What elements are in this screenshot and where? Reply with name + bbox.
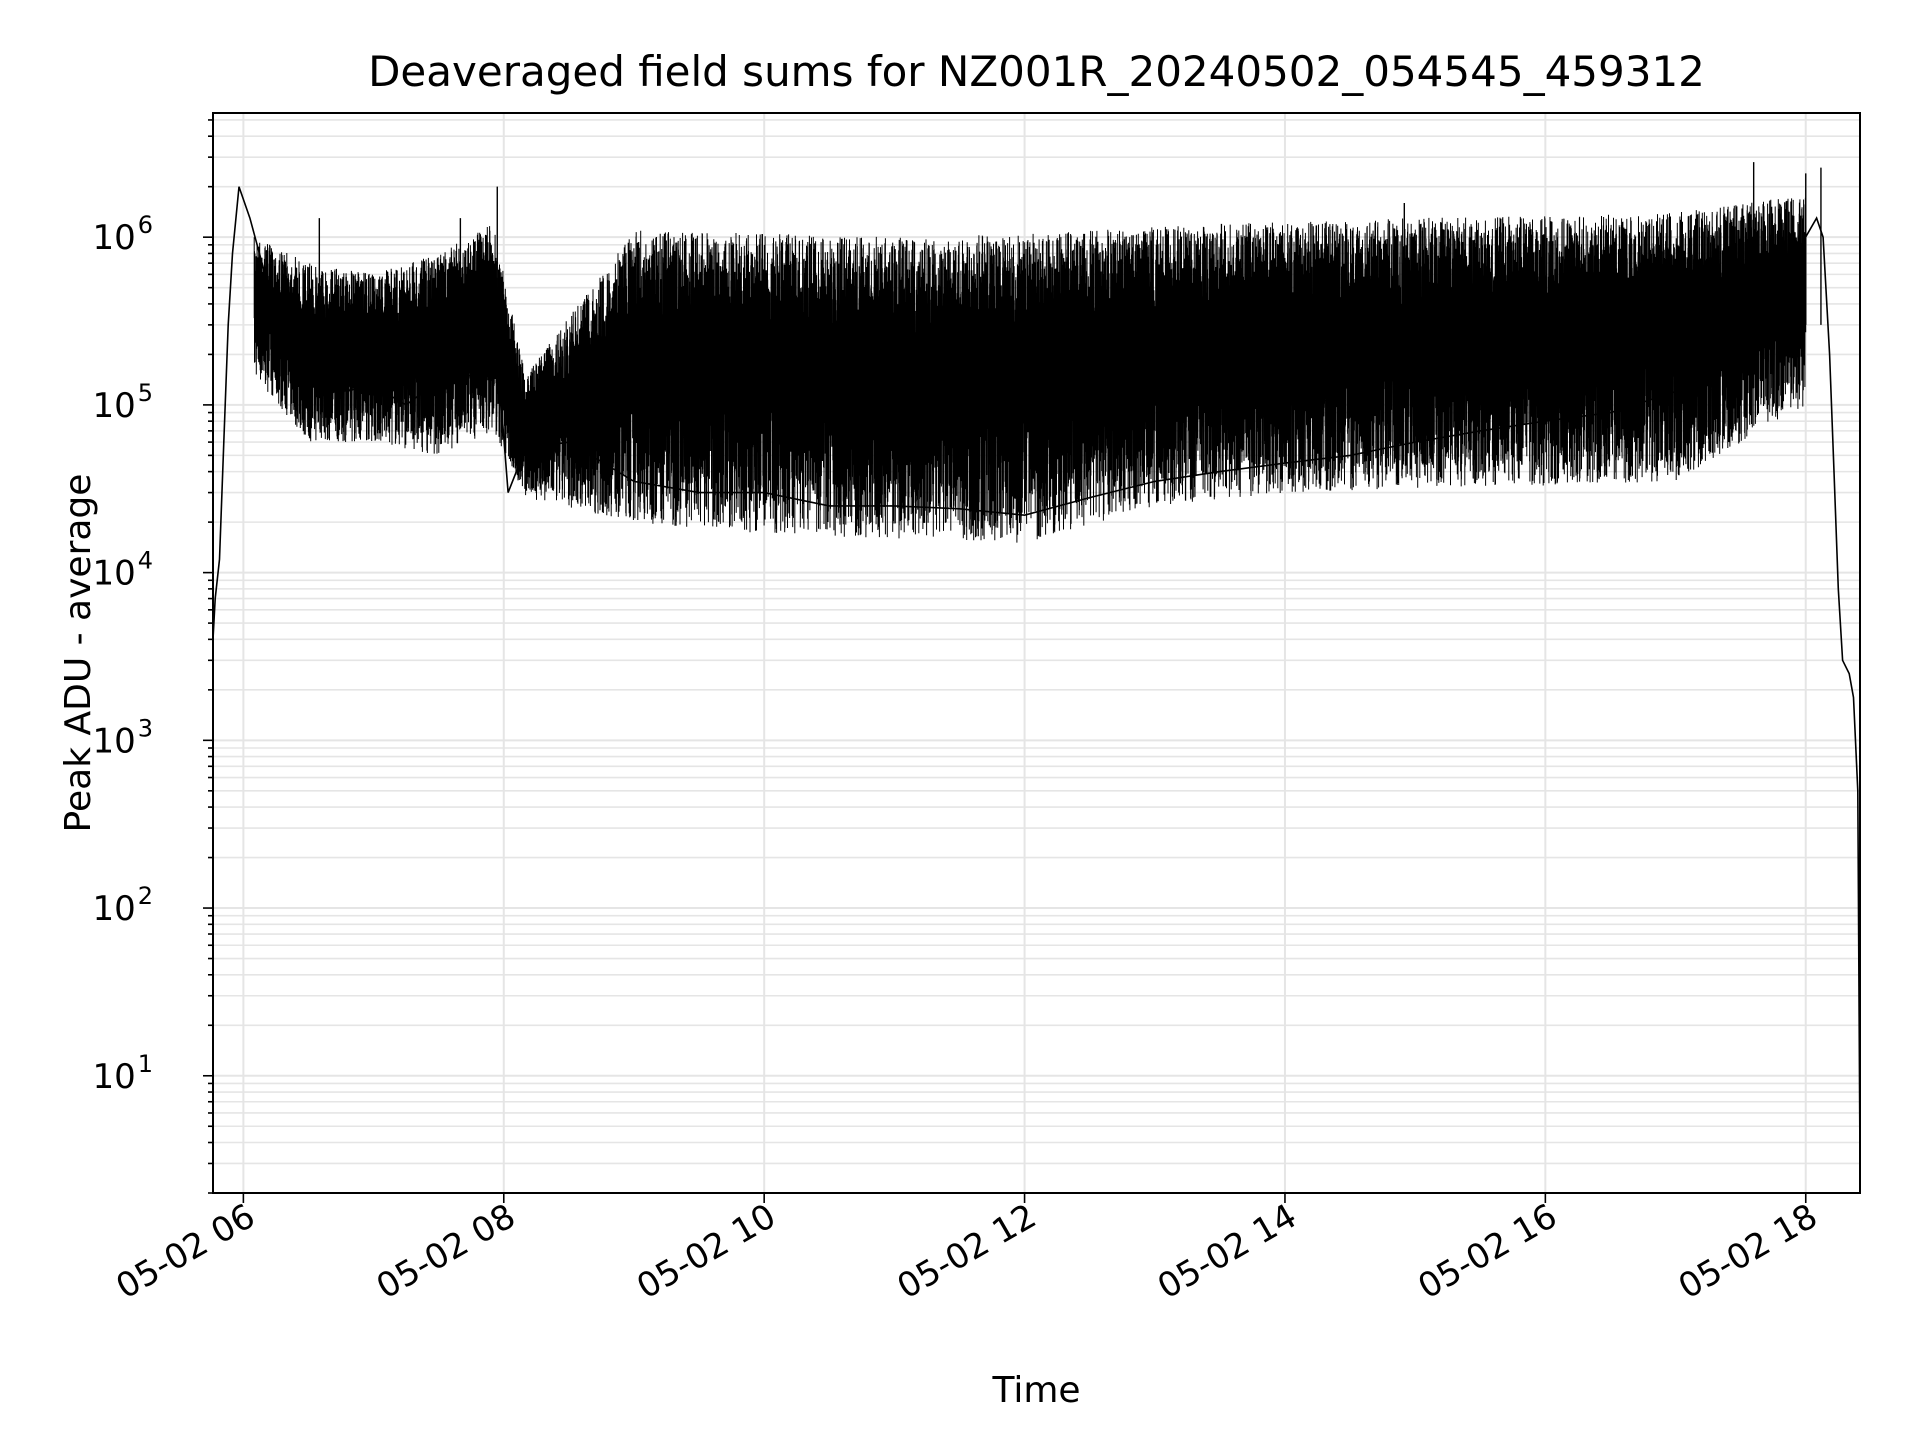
series-noise-band bbox=[253, 197, 1807, 543]
y-tick-exponent: 6 bbox=[138, 211, 153, 239]
x-axis-label: Time bbox=[991, 1370, 1080, 1411]
y-tick-exponent: 1 bbox=[138, 1050, 153, 1078]
y-tick-exponent: 4 bbox=[138, 547, 153, 575]
series-layer bbox=[212, 162, 1861, 1164]
y-tick-exponent: 3 bbox=[138, 714, 153, 742]
data-band-layer bbox=[253, 197, 1807, 543]
series-line bbox=[212, 186, 1861, 1164]
chart-title: Deaveraged field sums for NZ001R_2024050… bbox=[368, 47, 1705, 96]
plot-frame bbox=[212, 112, 1861, 1194]
y-tick-label: 103 bbox=[92, 714, 153, 761]
y-tick-exponent: 5 bbox=[138, 379, 153, 407]
y-axis-label: Peak ADU - average bbox=[58, 474, 99, 833]
y-tick-exponent: 2 bbox=[138, 882, 153, 910]
y-tick-label: 105 bbox=[92, 379, 153, 426]
